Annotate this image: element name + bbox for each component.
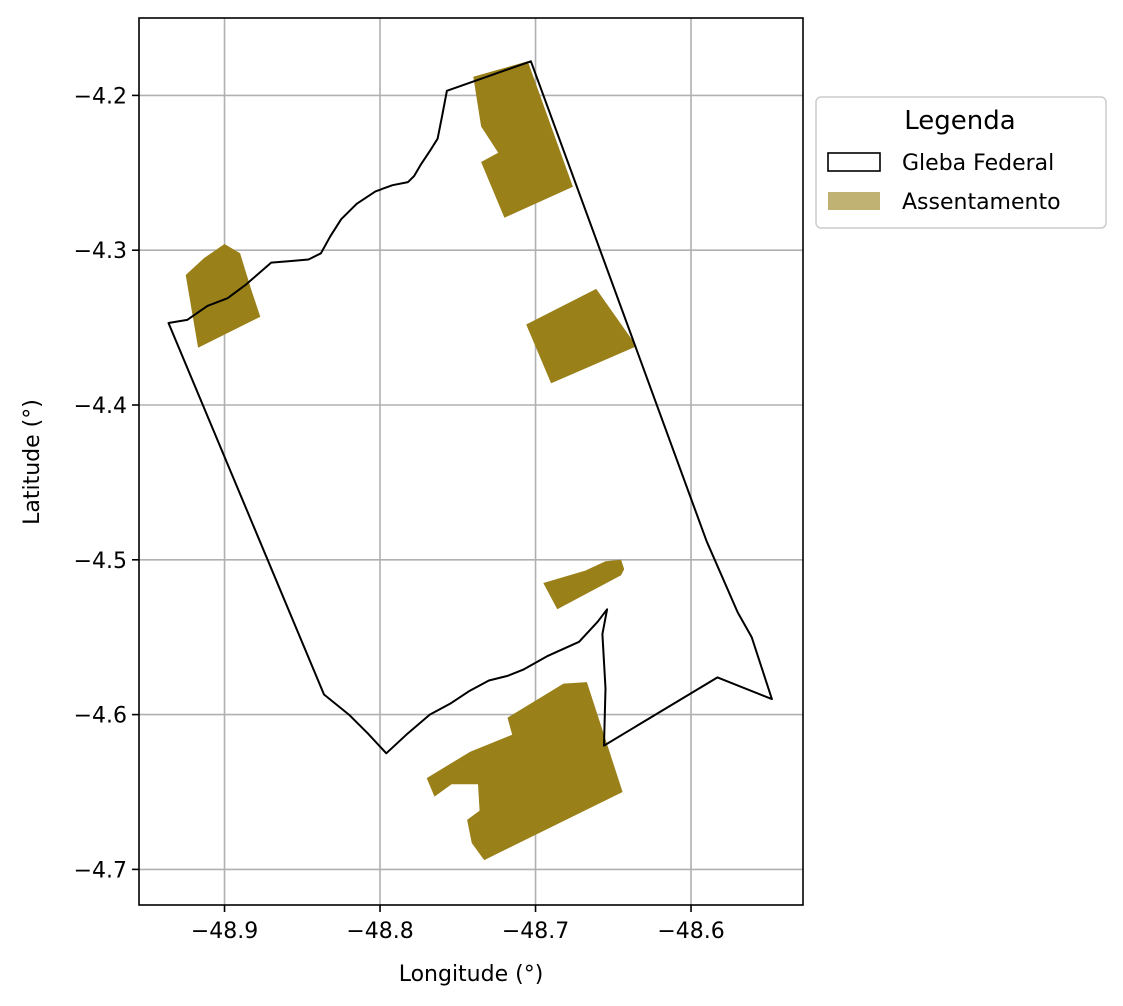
legend: Legenda Gleba Federal Assentamento [815,96,1107,229]
legend-swatch-gleba [827,152,881,172]
legend-label-gleba: Gleba Federal [902,151,1054,176]
y-axis-label: Latitude (°) [20,399,45,525]
tick-label-x-3: −48.6 [657,919,724,944]
tick-label-y-3: −4.5 [74,549,127,574]
tick-label-x-0: −48.9 [191,919,258,944]
tick-label-y-2: −4.4 [74,394,127,419]
tick-label-x-1: −48.8 [346,919,413,944]
assentamento-polygon-3 [543,559,625,610]
assentamento-polygon-1 [185,244,261,348]
assentamento-polygon-4 [426,682,623,861]
assentamento-polygon-0 [473,61,573,218]
gleba-federal-outline [167,60,773,755]
legend-title: Legenda [904,106,1015,136]
axis-ticks: −48.9 −48.8 −48.7 −48.6 −4.2 −4.3 −4.4 −4.5 −4.6… [74,84,725,944]
legend-box [815,96,1107,229]
plot-frame [138,17,804,906]
x-axis-label: Longitude (°) [399,962,544,987]
gleba-federal-layer [167,60,773,755]
tick-label-x-2: −48.7 [502,919,569,944]
tick-label-y-0: −4.2 [74,84,127,109]
tick-label-y-5: −4.7 [74,858,127,883]
legend-label-assentamento: Assentamento [902,190,1061,215]
tick-label-y-4: −4.6 [74,704,127,729]
assentamento-polygon-2 [526,288,637,384]
tick-label-y-1: −4.3 [74,239,127,264]
assentamento-layer [185,61,637,861]
legend-swatch-assentamento [828,192,880,210]
